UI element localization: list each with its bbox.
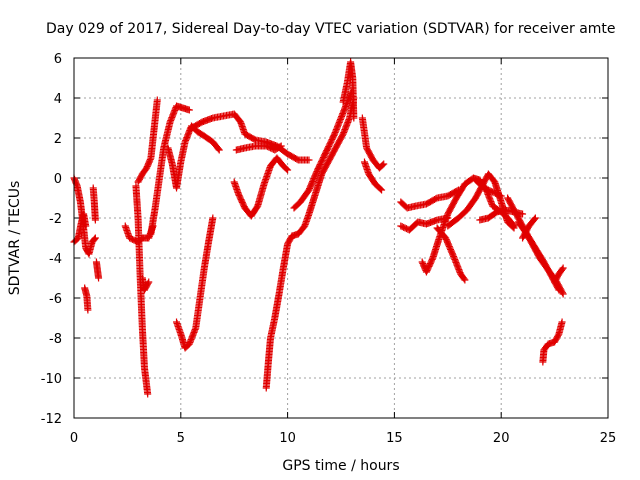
data-point — [305, 156, 313, 164]
data-series-b4 — [134, 96, 161, 186]
data-series-c2 — [290, 88, 356, 212]
data-series-b6 — [164, 122, 223, 192]
data-point — [531, 214, 539, 222]
data-series-c3 — [339, 58, 358, 122]
data-series-d2 — [397, 214, 452, 234]
y-tick-label: -6 — [49, 292, 62, 307]
data-point — [559, 264, 567, 272]
data-series-a2 — [70, 210, 90, 246]
data-point — [277, 142, 285, 150]
data-series-d7 — [476, 206, 527, 224]
data-point — [519, 210, 527, 218]
data-series-d1 — [397, 186, 462, 212]
data-series-b9 — [230, 154, 292, 220]
y-axis-label: SDTVAR / TECUs — [7, 181, 23, 296]
data-series-b3 — [138, 274, 153, 294]
axis-ticks: 0 5 10 15 20 25 -12 -10 -8 -6 -4 -2 0 2 4 6 — [41, 52, 617, 446]
data-point — [284, 166, 292, 174]
data-series-a5 — [92, 258, 103, 282]
data-series-a4 — [89, 184, 99, 224]
x-tick-label: 5 — [177, 431, 185, 446]
data-series-d12 — [539, 318, 566, 366]
data-point — [509, 223, 517, 231]
data-points — [70, 58, 567, 398]
y-tick-label: 4 — [54, 92, 62, 107]
data-point — [146, 155, 154, 163]
data-series-c5 — [360, 158, 386, 194]
grid-lines — [74, 58, 608, 418]
y-tick-label: -10 — [41, 372, 62, 387]
x-tick-label: 15 — [386, 431, 403, 446]
data-point — [91, 234, 99, 242]
data-point — [144, 279, 152, 287]
data-series-b7 — [173, 214, 217, 352]
data-point — [144, 390, 152, 398]
data-point — [95, 274, 103, 282]
data-point — [380, 160, 388, 168]
x-tick-label: 20 — [493, 431, 510, 446]
y-tick-label: 2 — [54, 132, 62, 147]
data-point — [460, 275, 468, 283]
chart-title: Day 029 of 2017, Sidereal Day-to-day VTE… — [46, 21, 616, 37]
data-point — [378, 186, 386, 194]
data-series-c1 — [262, 94, 358, 392]
data-point — [377, 185, 385, 193]
data-point — [91, 216, 99, 224]
data-series-d11 — [551, 264, 567, 286]
data-series-c4 — [358, 114, 388, 172]
x-tick-label: 10 — [279, 431, 296, 446]
data-point — [559, 290, 567, 298]
data-series-a3 — [81, 284, 92, 314]
y-tick-label: 6 — [54, 52, 62, 67]
data-point — [555, 286, 563, 294]
y-tick-label: -4 — [49, 252, 62, 267]
data-point — [530, 215, 538, 223]
data-series-b2 — [132, 182, 152, 398]
data-point — [276, 143, 284, 151]
y-tick-label: -2 — [49, 212, 62, 227]
data-series-b5 — [147, 102, 193, 238]
data-series-d4 — [433, 224, 469, 284]
data-point — [209, 214, 217, 222]
data-point — [214, 145, 222, 153]
data-point — [496, 191, 504, 199]
data-series-d10 — [519, 214, 539, 242]
data-point — [84, 306, 92, 314]
x-tick-label: 0 — [70, 431, 78, 446]
data-series-d6 — [472, 176, 505, 200]
data-point — [145, 278, 153, 286]
data-point — [558, 289, 566, 297]
y-tick-label: -12 — [41, 412, 62, 427]
plot-frame — [73, 57, 609, 419]
x-tick-label: 25 — [600, 431, 617, 446]
data-series-b8 — [187, 110, 313, 164]
data-series-d9 — [514, 218, 563, 294]
data-point — [153, 96, 161, 104]
data-series-b10 — [232, 142, 285, 154]
data-point — [461, 276, 469, 284]
data-point — [554, 285, 562, 293]
data-point — [510, 224, 518, 232]
data-point — [497, 192, 505, 200]
data-point — [91, 235, 99, 243]
data-point — [350, 114, 358, 122]
data-point — [379, 161, 387, 169]
y-tick-label: -8 — [49, 332, 62, 347]
data-point — [558, 265, 566, 273]
data-point — [82, 222, 90, 230]
data-point — [283, 165, 291, 173]
data-point — [215, 146, 223, 154]
data-point — [185, 106, 193, 114]
y-tick-label: 0 — [54, 172, 62, 187]
x-axis-label: GPS time / hours — [282, 458, 399, 474]
data-point — [558, 318, 566, 326]
